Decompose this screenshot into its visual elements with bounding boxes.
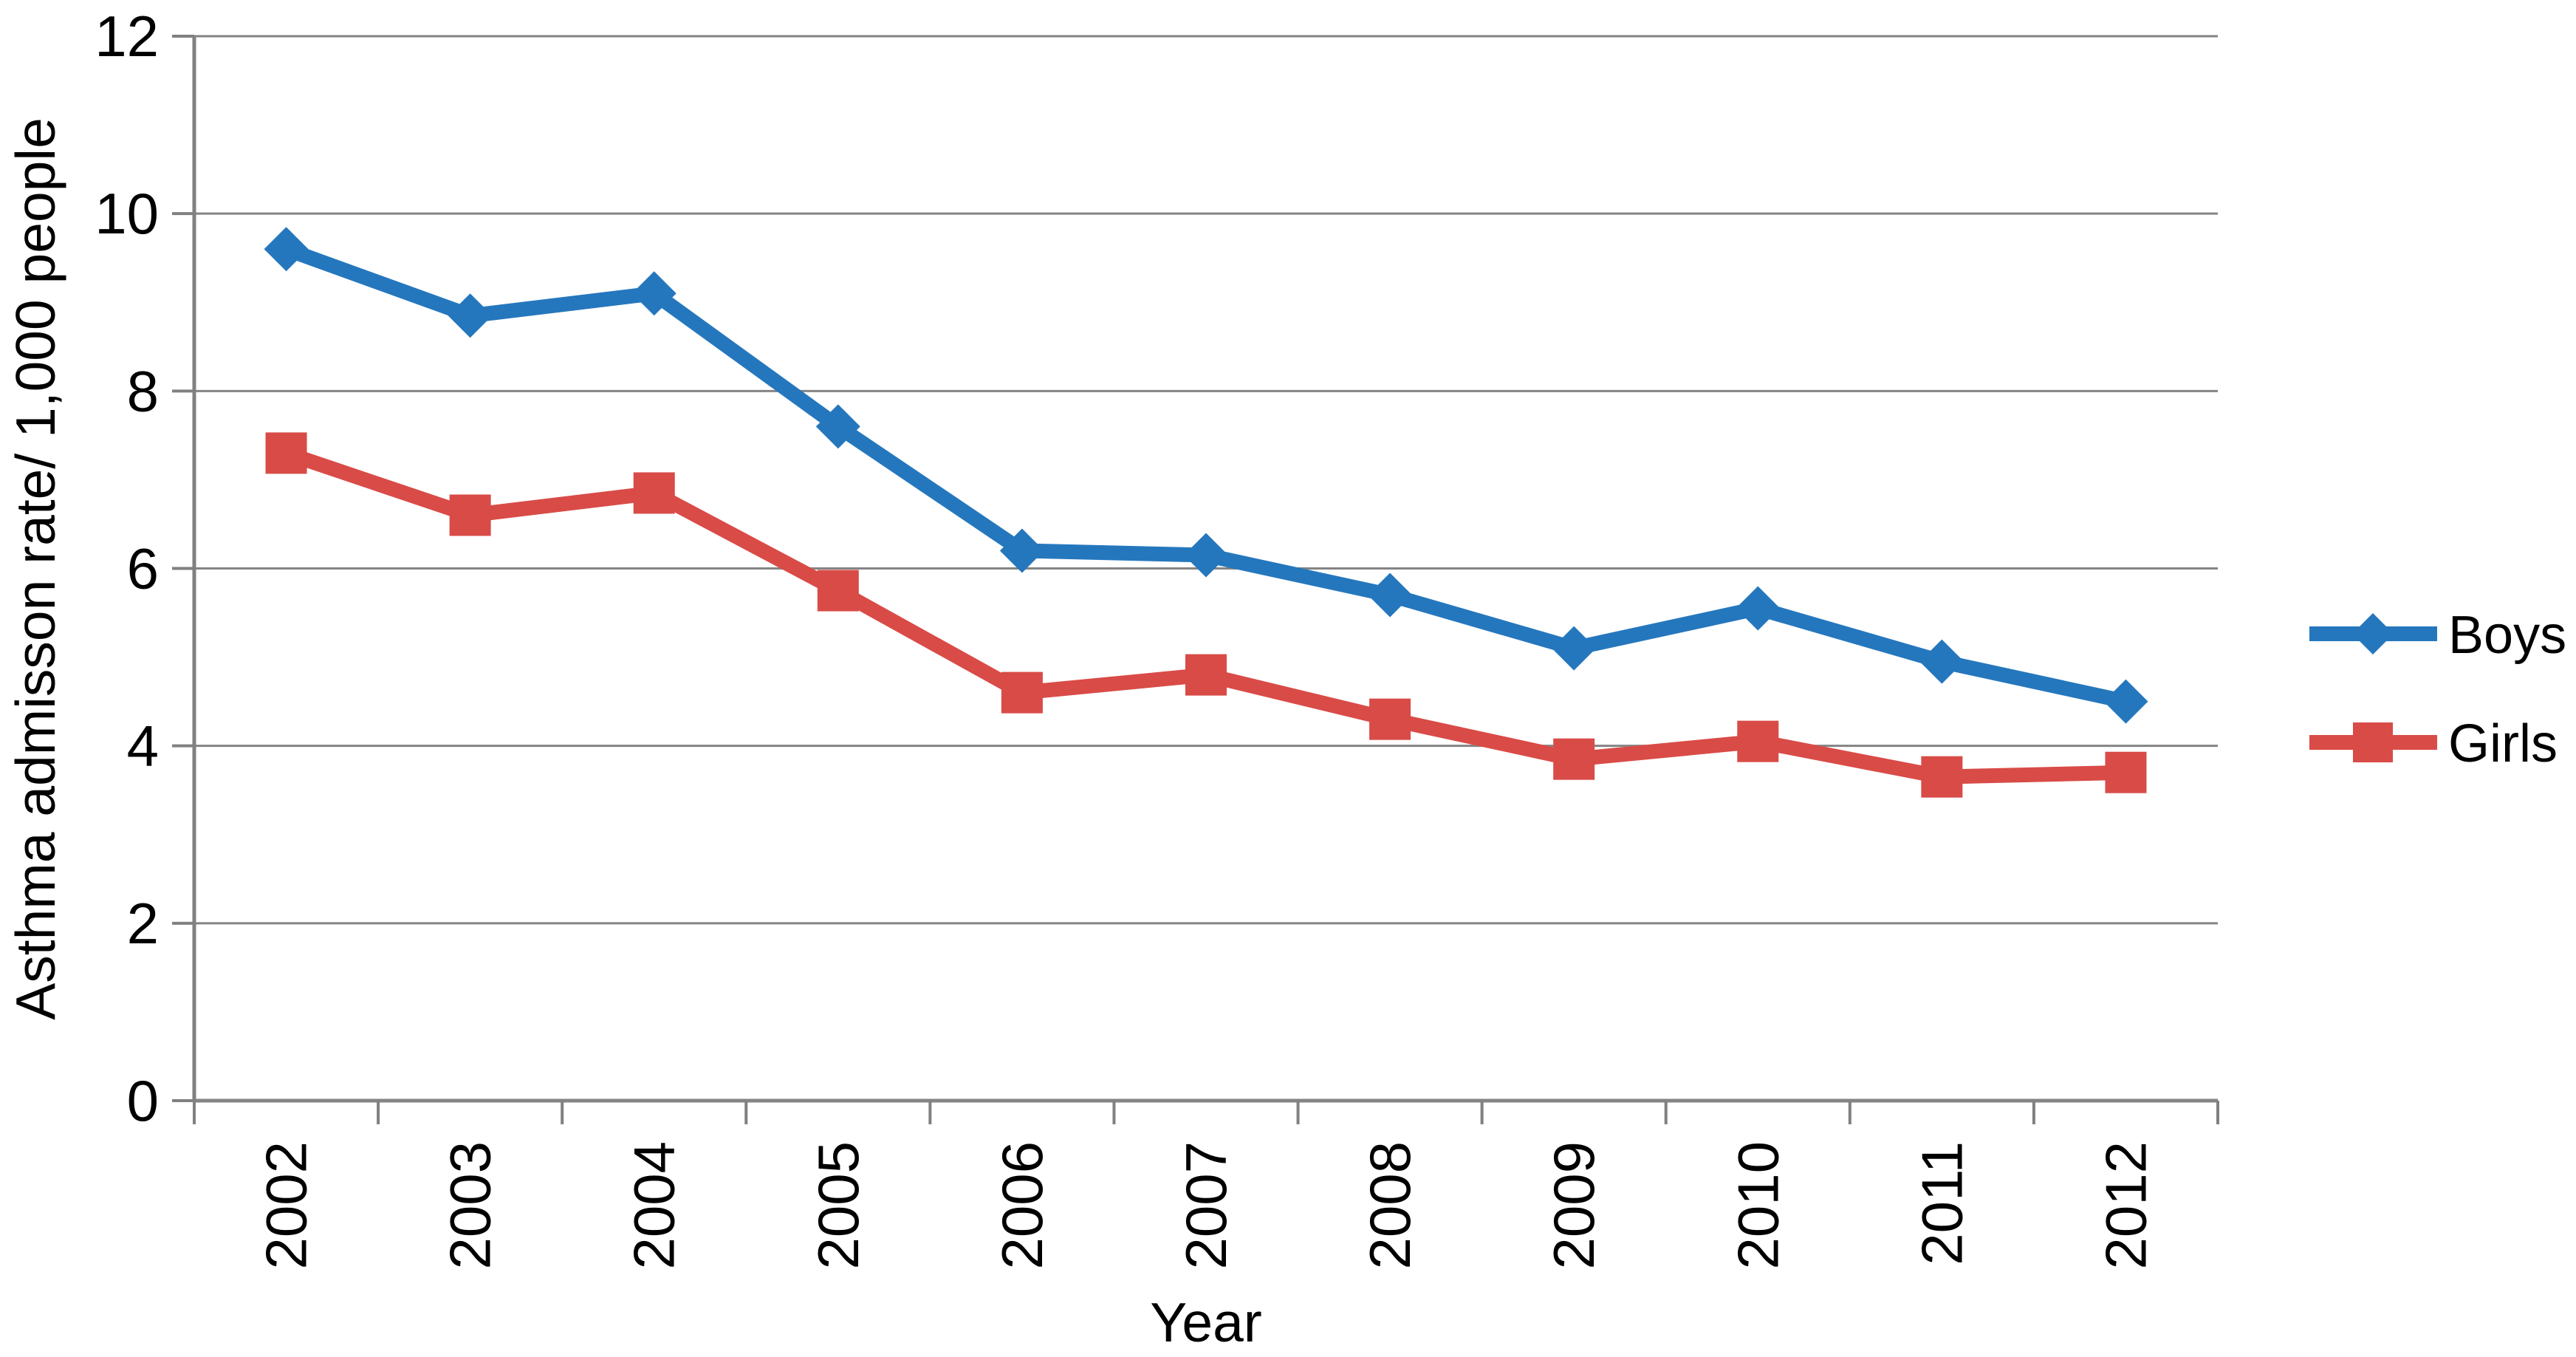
x-category-label-2011: 2011 [1909,1141,1974,1265]
x-category-label-2004: 2004 [622,1141,687,1270]
tick-label-layer: 0 2 4 6 8 10 12 2002 2003 2004 2005 2006 2007 2008 200… [95,4,2158,1270]
data-point-girls-2012 [2105,751,2147,793]
data-point-boys-2007 [1184,533,1228,578]
x-category-label-2005: 2005 [806,1141,871,1270]
data-point-girls-2008 [1369,698,1411,740]
data-point-boys-2003 [448,293,493,338]
data-point-boys-2009 [1552,626,1597,671]
x-category-label-2012: 2012 [2093,1141,2158,1270]
legend-item-boys: Boys [2309,606,2566,665]
data-point-boys-2006 [999,528,1044,573]
y-tick-label-2: 2 [127,891,159,956]
grid-layer [172,35,2219,1124]
data-point-girls-2005 [817,570,859,612]
data-point-boys-2002 [264,227,309,272]
x-category-label-2006: 2006 [990,1141,1055,1270]
data-point-boys-2011 [1919,639,1964,684]
data-point-boys-2005 [815,404,860,449]
series-line-girls [278,445,2134,785]
legend-item-girls: Girls [2309,714,2558,773]
y-tick-label-12: 12 [95,4,159,69]
y-tick-label-10: 10 [95,181,159,246]
series-layer [264,227,2148,798]
data-point-boys-2008 [1368,572,1413,618]
x-category-label-2007: 2007 [1174,1141,1239,1270]
data-point-girls-2010 [1737,720,1779,762]
data-point-girls-2007 [1185,654,1227,696]
x-category-label-2009: 2009 [1541,1141,1606,1270]
legend-label-boys: Boys [2448,606,2566,665]
legend-boys-diamond-icon [2352,613,2394,654]
x-category-label-2003: 2003 [438,1141,503,1270]
data-point-boys-2004 [631,271,676,316]
x-category-label-2008: 2008 [1357,1141,1422,1270]
legend: Boys Girls [2309,606,2566,773]
series-line-boys [278,242,2134,709]
data-point-girls-2009 [1553,738,1595,780]
data-point-girls-2003 [449,494,491,536]
x-axis-title: Year [1150,1291,1262,1353]
y-tick-label-0: 0 [127,1068,159,1133]
series-boys [264,227,2148,724]
y-tick-label-8: 8 [127,358,159,423]
data-point-girls-2006 [1001,671,1043,714]
x-category-label-2010: 2010 [1725,1141,1790,1270]
data-point-girls-2002 [265,432,307,474]
x-category-label-2002: 2002 [254,1141,319,1270]
data-point-girls-2004 [633,472,675,514]
data-point-girls-2011 [1921,756,1963,798]
y-axis-title: Asthma admisson rate/ 1,000 people [4,117,66,1020]
y-tick-label-6: 6 [127,536,159,601]
series-girls [265,432,2147,798]
data-point-boys-2012 [2103,679,2148,724]
data-point-boys-2010 [1736,586,1781,631]
legend-girls-square-icon [2353,722,2393,762]
legend-label-girls: Girls [2448,714,2558,773]
y-tick-label-4: 4 [127,714,159,779]
